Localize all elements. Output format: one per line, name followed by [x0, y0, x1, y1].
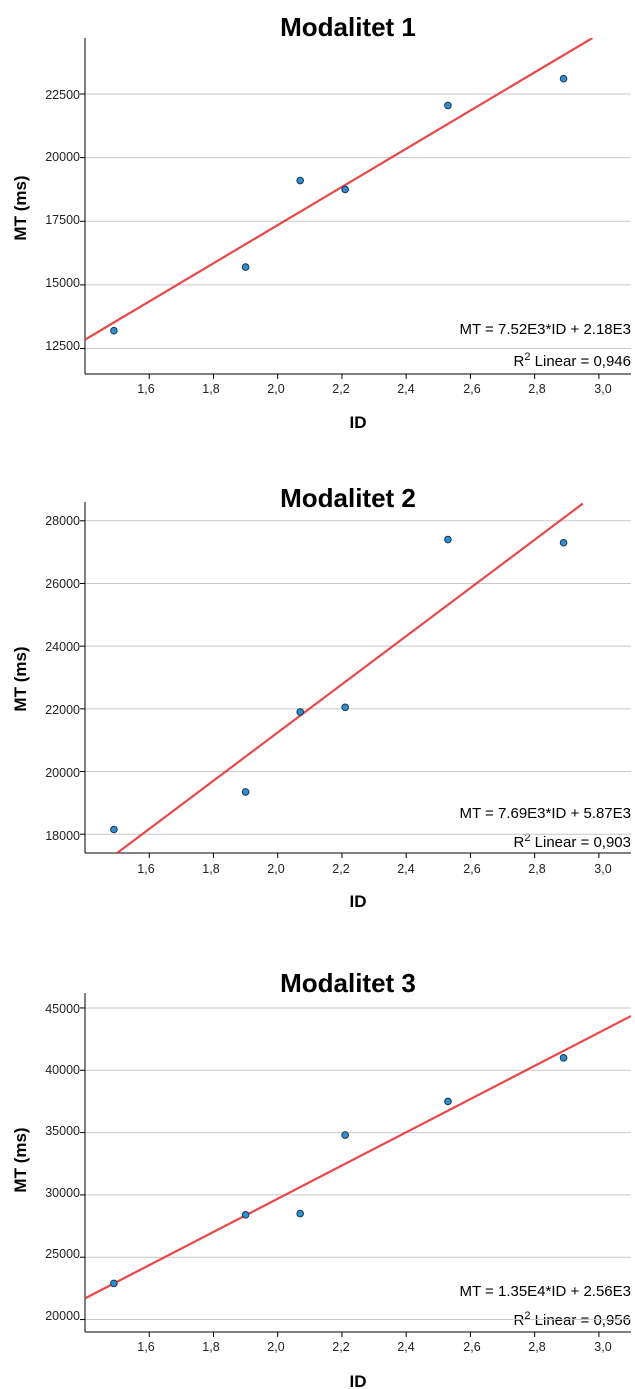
x-tick-label: 1,6 — [137, 1340, 154, 1354]
y-tick-label: 20000 — [45, 766, 80, 780]
x-tick-label: 2,2 — [332, 862, 349, 876]
x-tick-label: 2,0 — [267, 1340, 284, 1354]
chart-title: Modalitet 3 — [280, 968, 416, 998]
x-tick-label: 2,0 — [267, 862, 284, 876]
plot-area-modalitet-3 — [80, 993, 631, 1337]
y-tick-label: 26000 — [45, 577, 80, 591]
r-squared-value: Linear = 0,903 — [531, 834, 632, 851]
r-squared-label: R2 Linear = 0,946 — [514, 351, 631, 370]
y-tick-label: 20000 — [45, 150, 80, 164]
data-point — [241, 1211, 250, 1219]
y-tick-label: 24000 — [45, 640, 80, 654]
y-tick-label: 25000 — [45, 1247, 80, 1261]
x-tick-label: 2,4 — [397, 862, 414, 876]
x-tick-label: 1,8 — [202, 382, 219, 396]
chart-modalitet-2: Modalitet 2 MT (ms) ID 18000 20000 22000… — [11, 483, 631, 911]
y-tick-label: 18000 — [45, 829, 80, 843]
y-axis-title: MT (ms) — [11, 175, 30, 240]
y-tick-label: 40000 — [45, 1063, 80, 1077]
x-tick-labels: 1,6 1,8 2,0 2,2 2,4 2,6 2,8 3,0 — [137, 1340, 611, 1354]
x-tick-label: 1,8 — [202, 1340, 219, 1354]
regression-line — [85, 38, 594, 341]
fit-equation: MT = 7.52E3*ID + 2.18E3 — [460, 321, 632, 338]
r-squared-superscript: 2 — [524, 351, 530, 363]
r-squared-symbol: R — [514, 1312, 525, 1329]
plot-area-modalitet-2 — [80, 502, 631, 858]
data-point — [296, 708, 304, 716]
regression-line — [85, 1015, 631, 1300]
data-point — [241, 263, 250, 271]
r-squared-value: Linear = 0,946 — [531, 353, 632, 370]
x-tick-label: 2,0 — [267, 382, 284, 396]
y-tick-label: 12500 — [45, 339, 80, 353]
data-point — [444, 1097, 452, 1106]
y-tick-labels: 20000 25000 30000 35000 40000 45000 — [45, 1002, 80, 1323]
y-tick-label: 45000 — [45, 1002, 80, 1016]
x-tick-label: 2,8 — [528, 382, 545, 396]
r-squared-superscript: 2 — [524, 1310, 530, 1322]
x-tick-label: 1,6 — [137, 382, 154, 396]
chart-modalitet-1: Modalitet 1 MT (ms) ID 12500 15000 17500… — [11, 12, 631, 432]
data-point — [241, 788, 250, 796]
y-tick-label: 22500 — [45, 88, 80, 102]
x-tick-label: 2,2 — [332, 382, 349, 396]
r-squared-symbol: R — [514, 834, 525, 851]
x-axis-title: ID — [350, 1372, 367, 1389]
y-tick-label: 15000 — [45, 276, 80, 290]
x-axis-title: ID — [350, 413, 367, 432]
regression-line — [116, 502, 584, 853]
data-point — [110, 825, 118, 834]
x-tick-label: 3,0 — [594, 382, 611, 396]
y-tick-label: 35000 — [45, 1124, 80, 1138]
r-squared-value: Linear = 0,956 — [531, 1312, 632, 1329]
fit-equation: MT = 1.35E4*ID + 2.56E3 — [460, 1283, 632, 1300]
fit-equation: MT = 7.69E3*ID + 5.87E3 — [460, 805, 632, 822]
x-tick-labels: 1,6 1,8 2,0 2,2 2,4 2,6 2,8 3,0 — [137, 862, 611, 876]
chart-title: Modalitet 1 — [280, 12, 416, 42]
chart-modalitet-3: Modalitet 3 MT (ms) ID 20000 25000 30000… — [11, 968, 631, 1389]
y-tick-label: 22000 — [45, 703, 80, 717]
x-tick-label: 2,6 — [463, 382, 480, 396]
r-squared-superscript: 2 — [524, 832, 530, 844]
x-tick-labels: 1,6 1,8 2,0 2,2 2,4 2,6 2,8 3,0 — [137, 382, 611, 396]
r-squared-label: R2 Linear = 0,903 — [514, 832, 631, 851]
x-tick-label: 2,8 — [528, 862, 545, 876]
plot-area-modalitet-1 — [80, 38, 631, 379]
y-axis-title: MT (ms) — [11, 646, 30, 711]
data-point — [559, 1054, 568, 1062]
y-tick-label: 20000 — [45, 1309, 80, 1323]
y-tick-labels: 12500 15000 17500 20000 22500 — [45, 88, 80, 353]
y-tick-label: 30000 — [45, 1186, 80, 1200]
y-tick-labels: 18000 20000 22000 24000 26000 28000 — [45, 514, 80, 843]
x-tick-label: 2,6 — [463, 862, 480, 876]
chart-title: Modalitet 2 — [280, 483, 416, 513]
data-point — [341, 703, 349, 712]
data-point — [559, 74, 568, 83]
r-squared-symbol: R — [514, 353, 525, 370]
data-point — [296, 1209, 304, 1218]
y-axis-title: MT (ms) — [11, 1127, 30, 1192]
data-point — [341, 1131, 349, 1139]
data-point — [444, 535, 452, 544]
x-tick-label: 2,4 — [397, 382, 414, 396]
x-tick-label: 3,0 — [594, 1340, 611, 1354]
x-tick-label: 2,8 — [528, 1340, 545, 1354]
data-point — [559, 538, 568, 547]
x-tick-label: 2,2 — [332, 1340, 349, 1354]
data-point — [341, 185, 349, 194]
y-tick-label: 28000 — [45, 514, 80, 528]
data-point — [110, 326, 118, 335]
data-point — [296, 176, 304, 185]
x-tick-label: 3,0 — [594, 862, 611, 876]
data-point — [444, 101, 452, 110]
x-axis-title: ID — [350, 892, 367, 911]
x-tick-label: 2,4 — [397, 1340, 414, 1354]
x-tick-label: 2,6 — [463, 1340, 480, 1354]
data-point — [110, 1279, 118, 1288]
x-tick-label: 1,8 — [202, 862, 219, 876]
y-tick-label: 17500 — [45, 213, 80, 227]
x-tick-label: 1,6 — [137, 862, 154, 876]
r-squared-label: R2 Linear = 0,956 — [514, 1310, 631, 1329]
